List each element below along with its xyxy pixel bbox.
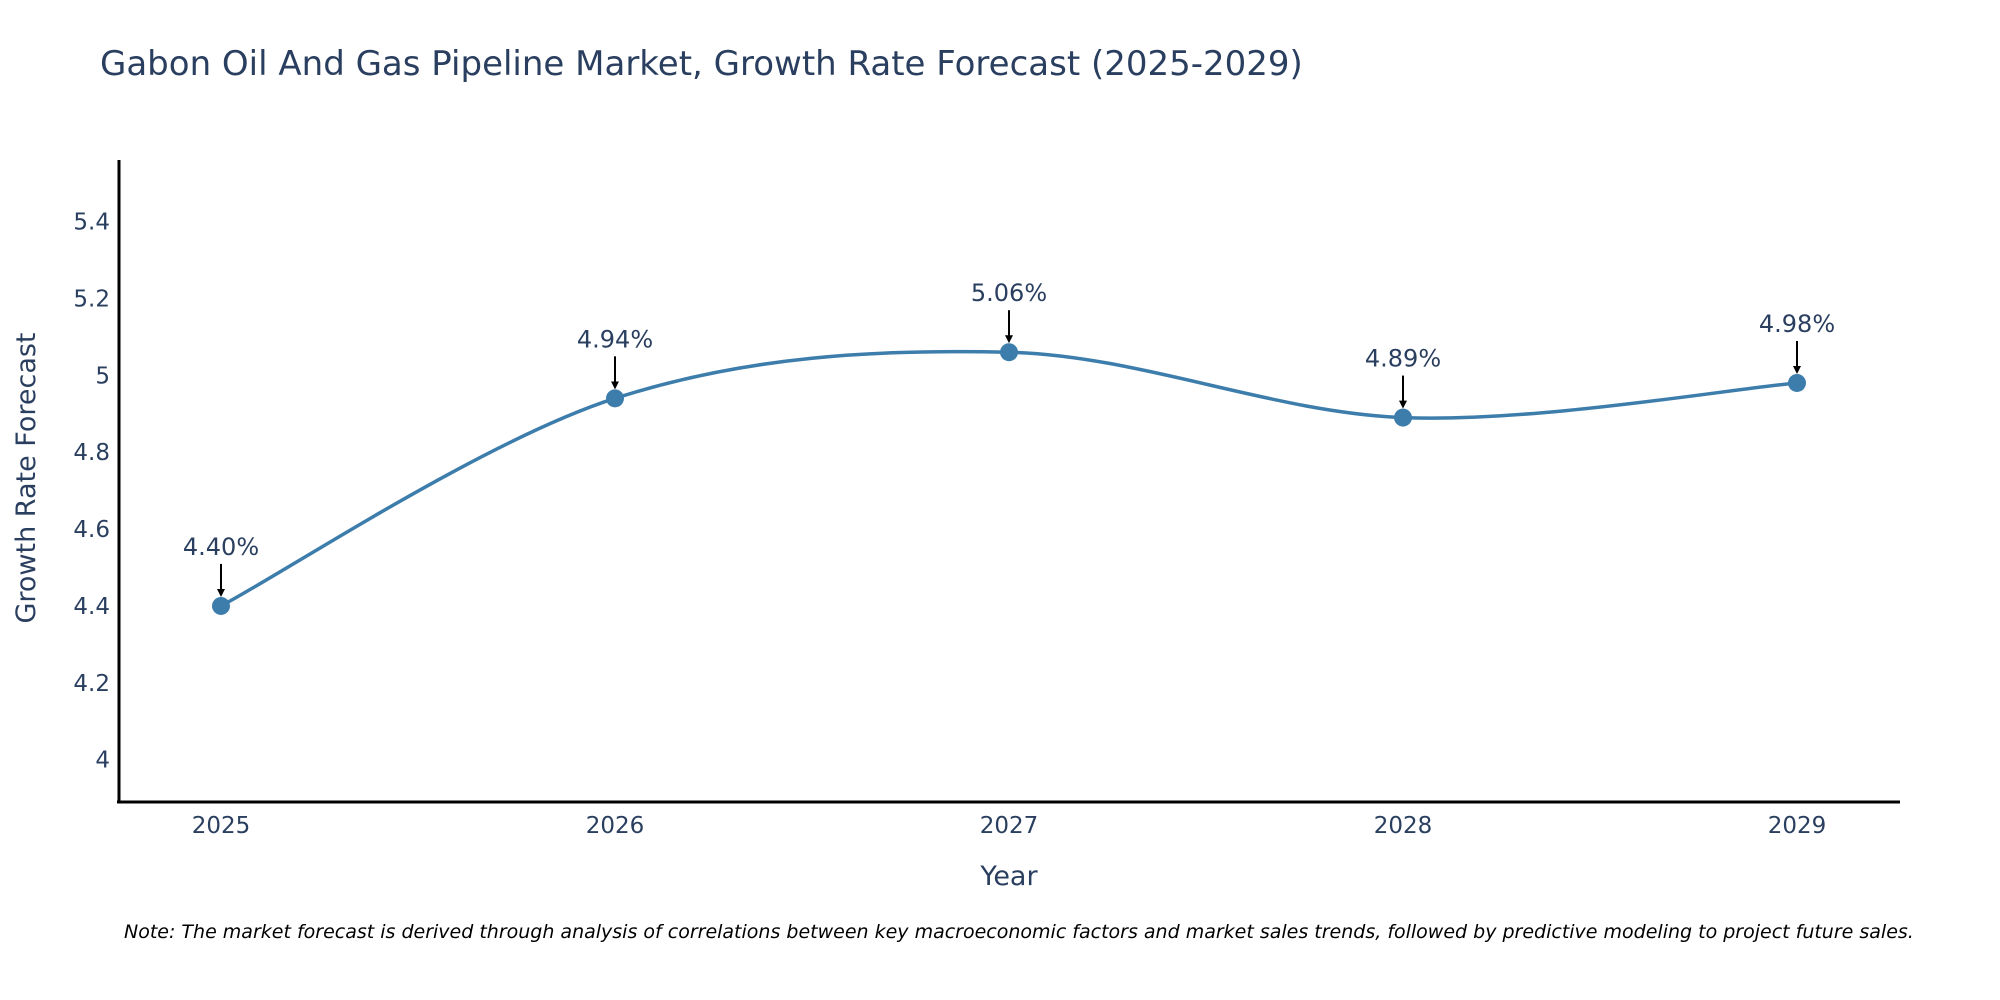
x-tick-label: 2026 (586, 813, 645, 839)
y-tick-label: 4.8 (73, 440, 110, 466)
data-label: 5.06% (971, 279, 1047, 307)
y-tick-labels: 4 4.2 4.4 4.6 4.8 5 5.2 5.4 (73, 210, 110, 774)
y-tick-label: 5 (95, 363, 110, 389)
data-point (1394, 408, 1412, 427)
y-tick-label: 5.2 (73, 286, 110, 312)
data-label: 4.40% (183, 533, 259, 561)
axes (117, 160, 1900, 804)
y-tick-label: 5.4 (73, 210, 110, 236)
chart-note: Note: The market forecast is derived thr… (124, 921, 1914, 943)
y-axis-title: Growth Rate Forecast (11, 332, 42, 623)
data-label: 4.89% (1365, 345, 1441, 373)
x-tick-label: 2029 (1768, 813, 1827, 839)
x-tick-label: 2028 (1374, 813, 1433, 839)
y-tick-label: 4.4 (73, 594, 110, 620)
x-axis-title: Year (979, 861, 1038, 892)
x-tick-label: 2027 (980, 813, 1039, 839)
data-point (606, 389, 624, 408)
chart-title: Gabon Oil And Gas Pipeline Market, Growt… (100, 44, 1303, 84)
series-line (220, 349, 1798, 608)
x-tick-labels: 2025 2026 2027 2028 2029 (192, 813, 1827, 839)
data-point (1000, 343, 1018, 362)
y-tick-label: 4 (95, 748, 110, 774)
y-tick-label: 4.2 (73, 671, 110, 697)
x-tick-label: 2025 (192, 813, 251, 839)
data-point (1788, 373, 1806, 392)
data-label: 4.94% (577, 325, 653, 353)
series (212, 343, 1806, 615)
annotations: 4.40% 4.94% 5.06% 4.89% 4.98% (183, 279, 1835, 597)
y-tick-label: 4.6 (73, 517, 110, 543)
data-label: 4.98% (1759, 310, 1835, 338)
data-point (212, 596, 230, 615)
